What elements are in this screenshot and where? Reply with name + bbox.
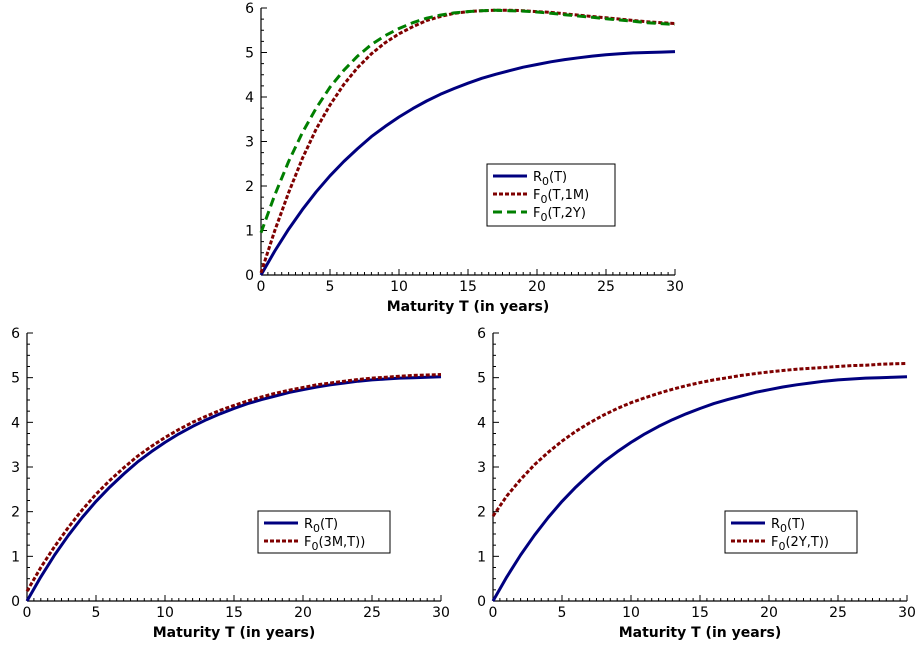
x-axis-title: Maturity T (in years) <box>619 625 782 641</box>
y-tick-label: 0 <box>245 268 254 284</box>
series-line-2 <box>491 361 908 517</box>
legend-box <box>257 510 391 554</box>
x-tick-label: 10 <box>390 279 408 295</box>
y-tick-label: 4 <box>11 415 20 431</box>
legend-label-3: F0(T,2Y) <box>533 206 586 224</box>
y-tick-label: 3 <box>477 460 486 476</box>
x-tick-label: 25 <box>829 605 847 621</box>
y-tick-label: 6 <box>11 326 20 342</box>
y-tick-label: 3 <box>11 460 20 476</box>
legend-label-1: R0(T) <box>304 517 338 535</box>
y-tick-label: 4 <box>477 415 486 431</box>
x-tick-label: 10 <box>622 605 640 621</box>
x-tick-label: 15 <box>225 605 243 621</box>
legend: R0(T)F0(T,1M)F0(T,2Y) <box>486 163 616 227</box>
y-tick-label: 6 <box>477 326 486 342</box>
x-tick-label: 20 <box>294 605 312 621</box>
x-tick-label: 5 <box>92 605 101 621</box>
legend: R0(T)F0(3M,T)) <box>257 510 391 554</box>
x-tick-label: 30 <box>432 605 450 621</box>
y-tick-label: 2 <box>11 505 20 521</box>
x-tick-label: 0 <box>489 605 498 621</box>
y-tick-label: 0 <box>477 594 486 610</box>
x-tick-label: 20 <box>760 605 778 621</box>
x-axis-title: Maturity T (in years) <box>153 625 316 641</box>
y-tick-label: 2 <box>245 179 254 195</box>
chart-3: 0 5 10 15 20 25 30 0 1 2 3 4 5 6 Maturity T (in years)… <box>477 326 916 641</box>
x-tick-label: 5 <box>326 279 335 295</box>
legend-label-2: F0(T,1M) <box>533 188 589 206</box>
y-tick-label: 3 <box>245 135 254 151</box>
series-line-3 <box>259 8 676 234</box>
y-tick-label: 5 <box>477 371 486 387</box>
y-tick-label: 2 <box>477 505 486 521</box>
x-tick-label: 30 <box>898 605 916 621</box>
x-tick-label: 0 <box>257 279 266 295</box>
x-axis-title: Maturity T (in years) <box>387 299 550 315</box>
legend-label-1: R0(T) <box>533 170 567 188</box>
legend-label-2: F0(2Y,T)) <box>771 535 829 553</box>
series-line-1 <box>259 50 676 276</box>
y-tick-label: 4 <box>245 90 254 106</box>
y-tick-label: 6 <box>245 1 254 17</box>
x-tick-label: 5 <box>558 605 567 621</box>
series-line-2 <box>259 8 676 274</box>
series-line-1 <box>491 375 908 602</box>
legend: R0(T)F0(2Y,T)) <box>724 510 858 554</box>
series-line-2 <box>25 373 442 592</box>
chart-1: 0 5 10 15 20 25 30 0 1 2 3 4 5 6 Maturity T (in years)… <box>245 1 684 315</box>
x-tick-label: 25 <box>363 605 381 621</box>
x-tick-label: 30 <box>666 279 684 295</box>
y-tick-label: 0 <box>11 594 20 610</box>
y-tick-label: 1 <box>245 224 254 240</box>
series-line-1 <box>25 375 442 602</box>
chart-2: 0 5 10 15 20 25 30 0 1 2 3 4 5 6 Maturity T (in years)… <box>11 326 450 641</box>
y-tick-label: 1 <box>477 549 486 565</box>
legend-box <box>724 510 858 554</box>
x-tick-label: 25 <box>597 279 615 295</box>
legend-label-2: F0(3M,T)) <box>304 535 365 553</box>
x-tick-label: 15 <box>459 279 477 295</box>
x-tick-label: 10 <box>156 605 174 621</box>
y-tick-label: 5 <box>11 371 20 387</box>
legend-label-1: R0(T) <box>771 517 805 535</box>
y-tick-label: 5 <box>245 46 254 62</box>
y-tick-label: 1 <box>11 549 20 565</box>
x-tick-label: 0 <box>23 605 32 621</box>
x-tick-label: 20 <box>528 279 546 295</box>
x-tick-label: 15 <box>691 605 709 621</box>
